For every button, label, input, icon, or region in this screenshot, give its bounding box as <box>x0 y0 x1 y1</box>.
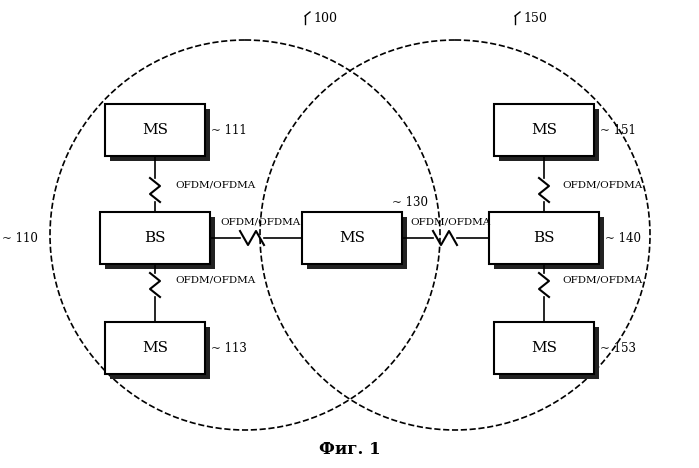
Bar <box>105 217 215 269</box>
Text: Фиг. 1: Фиг. 1 <box>319 441 380 459</box>
Bar <box>105 104 205 156</box>
Text: OFDM/OFDMA: OFDM/OFDMA <box>175 181 255 190</box>
Bar <box>489 212 599 264</box>
Text: MS: MS <box>531 123 557 137</box>
Text: 100: 100 <box>313 12 337 24</box>
Text: MS: MS <box>339 231 365 245</box>
Text: 150: 150 <box>523 12 547 24</box>
Text: ~ 111: ~ 111 <box>211 124 247 137</box>
Text: ~ 113: ~ 113 <box>211 342 247 354</box>
Text: OFDM/OFDMA: OFDM/OFDMA <box>562 181 642 190</box>
Bar <box>105 322 205 374</box>
Bar <box>110 327 210 379</box>
Text: OFDM/OFDMA: OFDM/OFDMA <box>562 276 642 285</box>
Text: OFDM/OFDMA: OFDM/OFDMA <box>220 218 301 227</box>
Text: ~ 140: ~ 140 <box>605 232 641 244</box>
Text: OFDM/OFDMA: OFDM/OFDMA <box>410 218 490 227</box>
Text: BS: BS <box>533 231 555 245</box>
Text: ~ 130: ~ 130 <box>392 196 428 209</box>
Bar <box>307 217 407 269</box>
Bar <box>110 109 210 161</box>
Text: ~ 151: ~ 151 <box>600 124 636 137</box>
Bar <box>302 212 402 264</box>
Text: ~ 110: ~ 110 <box>2 232 38 244</box>
Bar <box>494 322 594 374</box>
Text: OFDM/OFDMA: OFDM/OFDMA <box>175 276 255 285</box>
Text: MS: MS <box>142 123 168 137</box>
Bar <box>494 217 604 269</box>
Bar <box>100 212 210 264</box>
Bar <box>499 327 599 379</box>
Text: BS: BS <box>144 231 166 245</box>
Bar <box>499 109 599 161</box>
Bar <box>494 104 594 156</box>
Text: MS: MS <box>531 341 557 355</box>
Text: MS: MS <box>142 341 168 355</box>
Text: ~ 153: ~ 153 <box>600 342 636 354</box>
